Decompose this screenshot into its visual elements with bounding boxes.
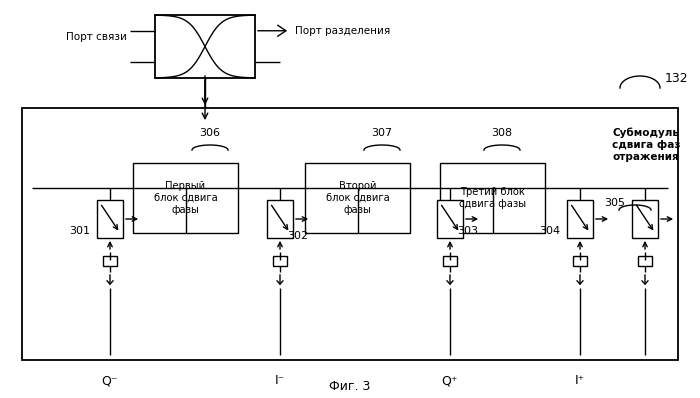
- Text: 132: 132: [665, 72, 689, 84]
- Bar: [273, 256, 287, 266]
- Text: 305: 305: [605, 198, 626, 208]
- Bar: [567, 200, 593, 238]
- Text: 301: 301: [69, 226, 90, 236]
- Text: Фиг. 3: Фиг. 3: [329, 380, 371, 392]
- Text: Первый
блок сдвига
фазы: Первый блок сдвига фазы: [153, 181, 218, 215]
- Text: Третий блок
сдвига фазы: Третий блок сдвига фазы: [459, 187, 526, 209]
- Bar: [440, 163, 545, 233]
- Bar: [133, 163, 238, 233]
- Text: Субмодуль
сдвига фаз
отражения: Субмодуль сдвига фаз отражения: [612, 128, 680, 162]
- Text: Q⁺: Q⁺: [442, 374, 458, 387]
- Text: 308: 308: [491, 128, 512, 138]
- Bar: [97, 200, 123, 238]
- Text: 303: 303: [458, 226, 479, 236]
- Text: I⁺: I⁺: [575, 374, 585, 387]
- Text: Порт связи: Порт связи: [66, 31, 127, 41]
- Bar: [437, 200, 463, 238]
- Text: Q⁻: Q⁻: [102, 374, 118, 387]
- Bar: [103, 256, 117, 266]
- Bar: [443, 256, 457, 266]
- Text: I⁻: I⁻: [275, 374, 285, 387]
- Text: 302: 302: [288, 231, 309, 241]
- Bar: [22, 108, 678, 360]
- Bar: [267, 200, 293, 238]
- Text: 307: 307: [372, 128, 393, 138]
- Bar: [155, 15, 255, 78]
- Bar: [573, 256, 587, 266]
- Bar: [638, 256, 652, 266]
- Bar: [305, 163, 410, 233]
- Text: 304: 304: [540, 226, 561, 236]
- Bar: [632, 200, 658, 238]
- Text: Второй
блок сдвига
фазы: Второй блок сдвига фазы: [326, 181, 389, 215]
- Text: 306: 306: [199, 128, 220, 138]
- Text: Порт разделения: Порт разделения: [295, 26, 391, 36]
